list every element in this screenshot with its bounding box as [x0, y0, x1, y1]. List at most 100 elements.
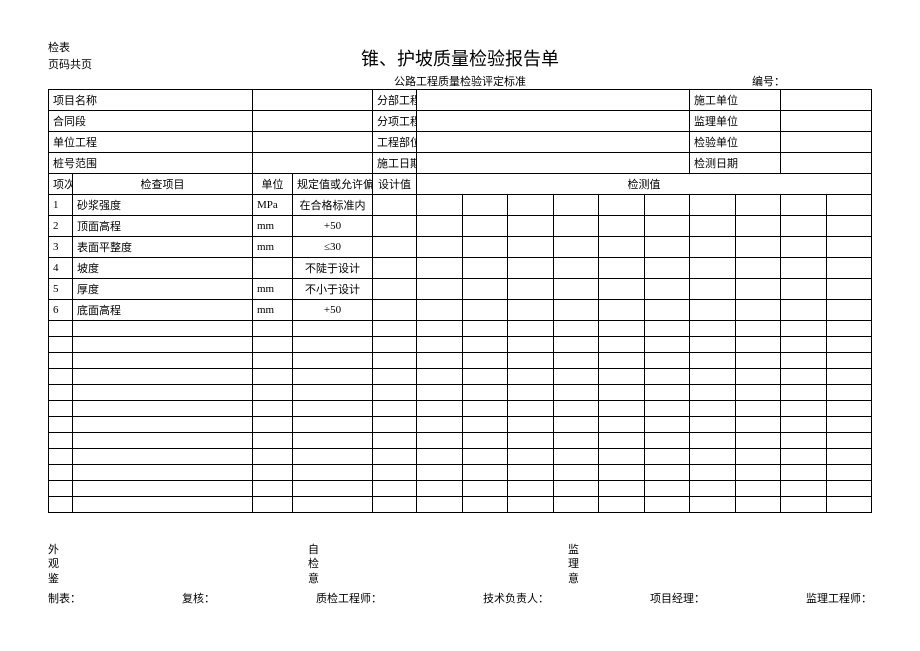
cell-measure	[826, 300, 872, 321]
sign-fuhe: 复核：	[182, 590, 215, 606]
blank-cell	[781, 481, 827, 497]
info-label: 施工单位	[690, 90, 781, 111]
blank-cell	[373, 369, 417, 385]
blank-cell	[293, 497, 373, 513]
blank-cell	[553, 401, 599, 417]
cell-measure	[826, 258, 872, 279]
blank-cell	[462, 417, 508, 433]
blank-row	[49, 385, 872, 401]
col-jiancha: 检查项目	[73, 174, 253, 195]
cell-spec: ≤30	[293, 237, 373, 258]
blank-cell	[781, 433, 827, 449]
blank-cell	[735, 433, 781, 449]
info-value	[417, 153, 690, 174]
info-value	[417, 111, 690, 132]
blank-cell	[781, 385, 827, 401]
item-row: 5厚度mm不小于设计	[49, 279, 872, 300]
cell-spec: 不陡于设计	[293, 258, 373, 279]
cell-index: 2	[49, 216, 73, 237]
cell-unit: mm	[253, 300, 293, 321]
blank-cell	[690, 481, 736, 497]
info-label: 分项工程	[373, 111, 417, 132]
blank-cell	[735, 353, 781, 369]
blank-cell	[508, 353, 554, 369]
info-label: 项目名称	[49, 90, 253, 111]
blank-cell	[735, 449, 781, 465]
blank-cell	[735, 385, 781, 401]
blank-cell	[599, 369, 645, 385]
blank-cell	[73, 385, 253, 401]
blank-cell	[373, 481, 417, 497]
blank-cell	[73, 481, 253, 497]
blank-cell	[690, 337, 736, 353]
sign-jianli: 监理工程师：	[806, 590, 872, 606]
cell-item: 底面高程	[73, 300, 253, 321]
cell-measure	[690, 216, 736, 237]
item-row: 6底面高程mm+50	[49, 300, 872, 321]
blank-cell	[553, 385, 599, 401]
cell-measure	[417, 258, 463, 279]
cell-measure	[826, 195, 872, 216]
blank-cell	[293, 321, 373, 337]
blank-cell	[49, 465, 73, 481]
cell-measure	[781, 216, 827, 237]
blank-cell	[826, 449, 872, 465]
cell-measure	[553, 237, 599, 258]
blank-cell	[508, 321, 554, 337]
cell-measure	[508, 279, 554, 300]
blank-cell	[599, 433, 645, 449]
blank-cell	[599, 401, 645, 417]
cell-measure	[417, 300, 463, 321]
blank-cell	[253, 369, 293, 385]
info-label: 检测日期	[690, 153, 781, 174]
blank-cell	[826, 417, 872, 433]
info-value	[253, 153, 373, 174]
blank-cell	[644, 449, 690, 465]
blank-cell	[599, 385, 645, 401]
cell-spec: +50	[293, 216, 373, 237]
blank-cell	[49, 337, 73, 353]
blank-row	[49, 369, 872, 385]
blank-cell	[417, 449, 463, 465]
blank-cell	[253, 481, 293, 497]
blank-cell	[781, 497, 827, 513]
blank-cell	[253, 401, 293, 417]
page-title: 锥、护坡质量检验报告单	[48, 45, 872, 71]
cell-measure	[599, 237, 645, 258]
blank-cell	[644, 481, 690, 497]
cell-measure	[462, 216, 508, 237]
cell-measure	[735, 216, 781, 237]
item-row: 1砂浆强度MPa在合格标准内	[49, 195, 872, 216]
blank-cell	[508, 337, 554, 353]
blank-cell	[293, 353, 373, 369]
info-label: 监理单位	[690, 111, 781, 132]
blank-row	[49, 465, 872, 481]
blank-cell	[690, 497, 736, 513]
blank-cell	[49, 353, 73, 369]
blank-cell	[644, 353, 690, 369]
blank-cell	[644, 321, 690, 337]
bottom-block: 外 观 鉴 自 检 意 监 理 意 制表： 复核： 质检工程师： 技术负责人： …	[48, 543, 872, 606]
cell-measure	[690, 237, 736, 258]
blank-cell	[644, 433, 690, 449]
blank-cell	[253, 337, 293, 353]
blank-cell	[826, 481, 872, 497]
blank-cell	[417, 497, 463, 513]
bottom-col1: 外 观 鉴	[48, 543, 308, 586]
blank-row	[49, 497, 872, 513]
cell-measure	[553, 258, 599, 279]
blank-cell	[781, 321, 827, 337]
cell-measure	[781, 279, 827, 300]
cell-item: 坡度	[73, 258, 253, 279]
blank-cell	[826, 321, 872, 337]
blank-cell	[735, 465, 781, 481]
blank-cell	[373, 353, 417, 369]
cell-measure	[644, 258, 690, 279]
info-value	[417, 132, 690, 153]
signature-row: 制表： 复核： 质检工程师： 技术负责人： 项目经理： 监理工程师：	[48, 590, 872, 606]
cell-unit: mm	[253, 237, 293, 258]
blank-cell	[462, 497, 508, 513]
cell-measure	[417, 195, 463, 216]
blank-cell	[253, 449, 293, 465]
blank-cell	[599, 497, 645, 513]
